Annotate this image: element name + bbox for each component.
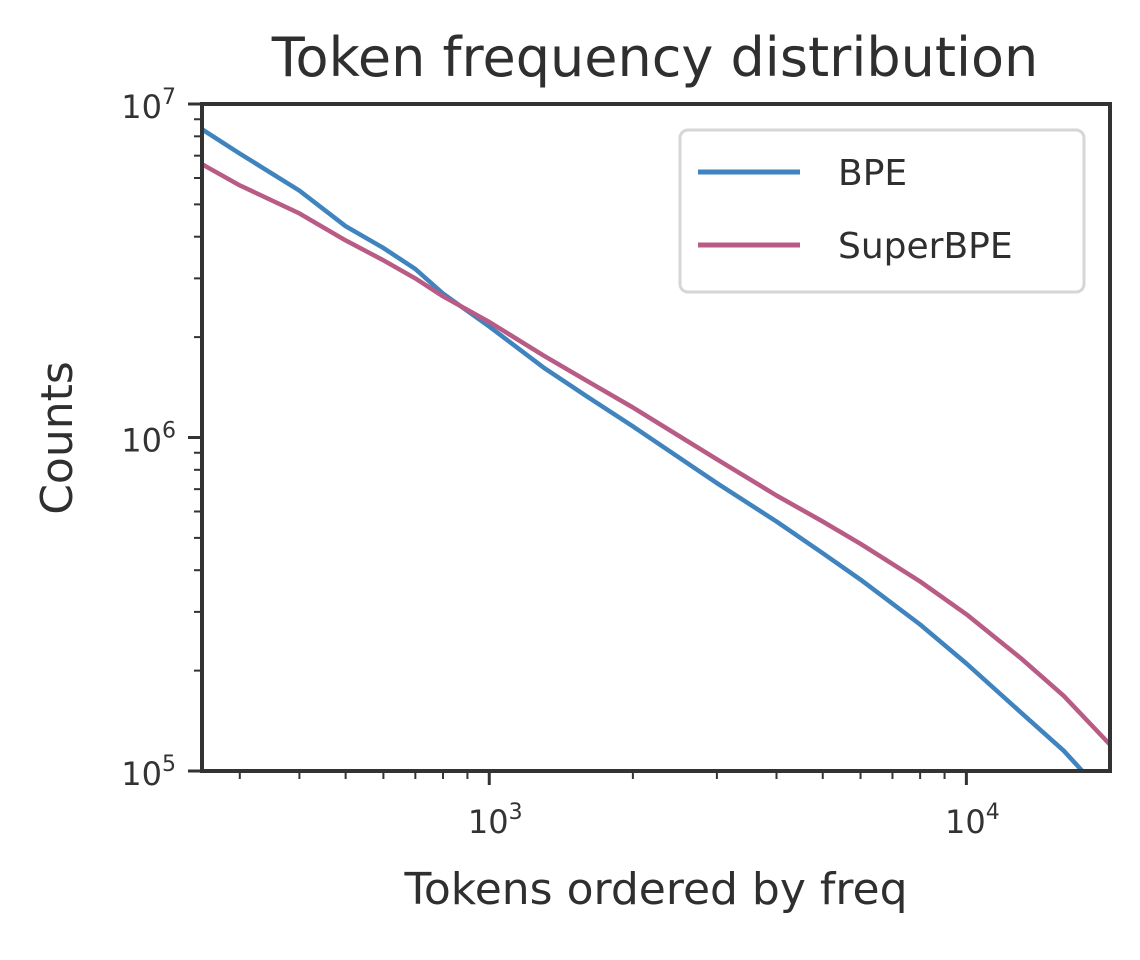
series-layer xyxy=(202,127,1110,771)
plot-frame xyxy=(200,102,1112,773)
y-tick-label: 106 xyxy=(121,419,176,460)
x-tick-label: 103 xyxy=(468,800,523,841)
chart-title: Token frequency distribution xyxy=(271,26,1039,89)
x-tick-label: 104 xyxy=(945,800,1000,841)
series-line-superbpe xyxy=(202,162,1110,747)
ticks-layer: 103 104 105 106 107 xyxy=(121,85,999,841)
legend: BPE SuperBPE xyxy=(678,128,1086,294)
legend-label-bpe: BPE xyxy=(838,153,907,194)
series-line-bpe xyxy=(202,127,1084,771)
y-axis-label: Counts xyxy=(32,361,83,515)
y-tick-label: 107 xyxy=(121,85,176,126)
x-axis-label: Tokens ordered by freq xyxy=(403,864,907,915)
y-tick-label: 105 xyxy=(121,752,176,793)
legend-label-superbpe: SuperBPE xyxy=(838,226,1013,267)
